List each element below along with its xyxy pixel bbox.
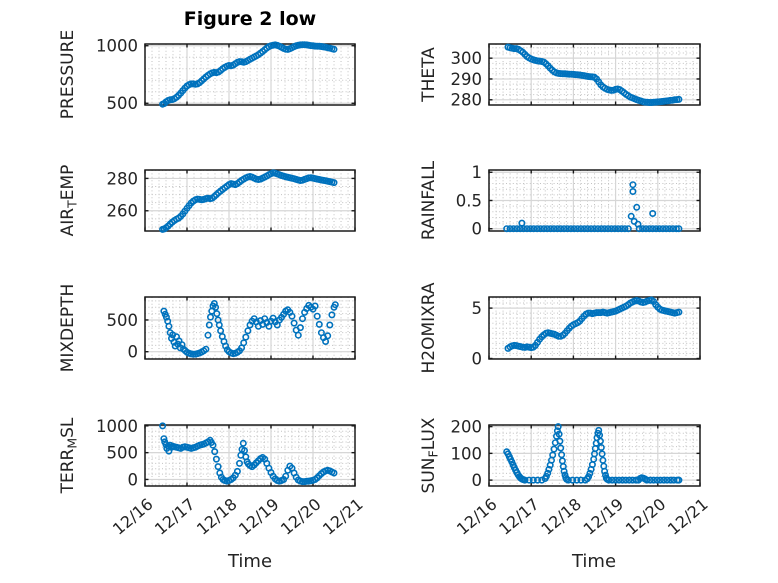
data-series <box>159 41 338 108</box>
y-tick-label: 0 <box>472 471 483 490</box>
y-tick-label: 500 <box>107 94 139 113</box>
data-series <box>160 299 339 358</box>
y-tick-label: 5 <box>472 299 483 318</box>
x-tick-label: 12/16 <box>109 495 157 539</box>
y-tick-label: 200 <box>451 418 483 437</box>
y-tick-labels: 500 1000 <box>96 37 138 114</box>
axes-box <box>488 296 701 360</box>
subplot-pressure: 500 1000 PRESSURE <box>58 30 356 119</box>
y-tick-label: 260 <box>107 202 139 221</box>
y-tick-label: 500 <box>107 444 139 463</box>
y-tick-labels: 260 280 <box>107 169 139 220</box>
x-tick-label: 12/18 <box>537 495 585 539</box>
tick-marks <box>488 44 701 105</box>
minor-grid <box>489 170 700 231</box>
y-tick-labels: 280 290 300 <box>451 49 483 110</box>
x-tick-label: 12/19 <box>580 495 628 539</box>
x-tick-label: 12/20 <box>277 495 325 539</box>
data-series <box>159 422 338 486</box>
subplot-air-temp: 260 280 AIRTEMP <box>58 165 356 237</box>
y-tick-label: 0 <box>128 343 139 362</box>
major-grid <box>145 44 355 105</box>
axes-box <box>488 424 701 487</box>
x-tick-label: 12/17 <box>151 495 199 539</box>
tick-marks <box>488 297 701 360</box>
data-series <box>503 423 683 484</box>
subplot-terr-msl: 0 500 1000 TERRMSL 12/1612/1712/1812/1912/20… <box>58 417 367 539</box>
y-tick-label: 0 <box>472 220 483 239</box>
y-axis-label: RAINFALL <box>419 160 439 240</box>
x-tick-label: 12/17 <box>495 495 543 539</box>
y-axis-label: SUNFLUX <box>419 417 441 493</box>
y-axis-label: TERRMSL <box>58 417 80 494</box>
y-axis-label: THETA <box>419 47 439 103</box>
x-axis-title-right: Time <box>571 551 617 572</box>
x-tick-label: 12/21 <box>319 495 367 539</box>
y-tick-label: 100 <box>451 444 483 463</box>
y-tick-labels: 0 100 200 <box>451 418 483 491</box>
y-tick-labels: 0 500 1000 <box>96 417 138 490</box>
y-tick-label: 280 <box>107 169 139 188</box>
x-tick-label: 12/19 <box>235 495 283 539</box>
y-tick-label: 1 <box>472 163 483 182</box>
y-tick-label: 1000 <box>96 37 138 56</box>
y-tick-labels: 0 500 <box>107 311 139 362</box>
subplot-theta: 280 290 300 THETA <box>419 43 701 110</box>
y-axis-label: AIRTEMP <box>58 165 80 237</box>
y-tick-label: 0 <box>472 349 483 368</box>
y-tick-label: 1000 <box>96 417 138 436</box>
figure-title: Figure 2 low <box>183 8 317 30</box>
x-tick-label: 12/18 <box>193 495 241 539</box>
subplot-sun-flux: 0 100 200 SUNFLUX 12/1612/1712/1812/1912/201… <box>419 417 712 538</box>
data-series <box>159 169 338 233</box>
x-tick-label: 12/16 <box>453 495 501 539</box>
x-axis-title-left: Time <box>227 551 273 572</box>
data-series <box>504 43 683 107</box>
axes-box <box>144 169 356 232</box>
y-tick-labels: 05 <box>472 299 483 368</box>
axes-box <box>488 43 701 106</box>
tick-marks <box>144 297 356 359</box>
y-tick-label: 280 <box>451 91 483 110</box>
minor-grid <box>145 425 355 486</box>
y-axis-label: H2OMIXRA <box>419 282 439 373</box>
axes-box <box>144 43 356 106</box>
data-series <box>503 181 683 233</box>
x-tick-label: 12/21 <box>664 495 712 539</box>
major-grid <box>489 425 700 486</box>
data-series <box>504 296 683 352</box>
y-axis-label: PRESSURE <box>58 30 78 119</box>
y-tick-label: 0 <box>128 470 139 489</box>
y-tick-label: 290 <box>451 70 483 89</box>
y-tick-label: 300 <box>451 49 483 68</box>
y-axis-label: MIXDEPTH <box>58 284 78 373</box>
axes-box <box>144 296 356 360</box>
subplot-mixdepth: 0 500 MIXDEPTH <box>58 284 356 373</box>
axes-box <box>144 424 356 487</box>
y-tick-label: 500 <box>107 311 139 330</box>
y-tick-labels: 00.51 <box>456 163 482 238</box>
tick-marks <box>144 44 356 105</box>
x-tick-label: 12/20 <box>622 495 670 539</box>
y-tick-label: 0.5 <box>456 191 482 210</box>
tick-marks <box>488 425 701 486</box>
